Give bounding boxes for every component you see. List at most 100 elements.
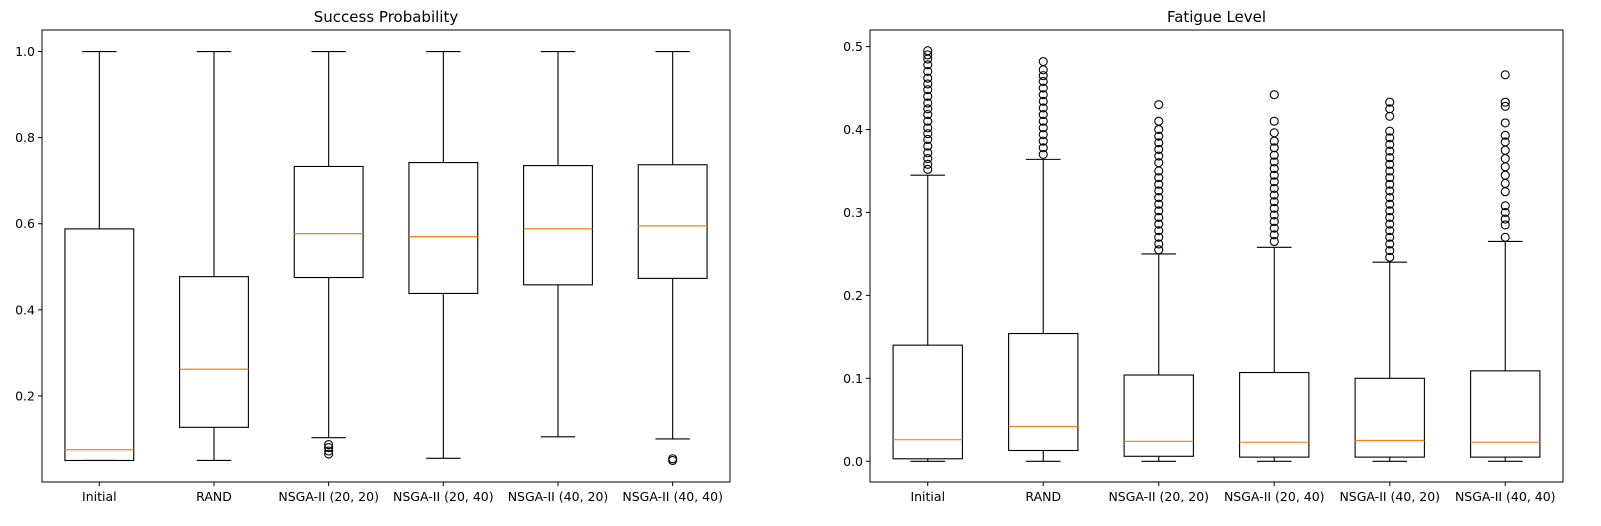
fatigue-outlier-point xyxy=(923,73,933,83)
fatigue-outlier-point xyxy=(1385,146,1395,156)
success-outlier-point xyxy=(324,439,334,450)
fatigue-outlier-point xyxy=(1038,129,1048,140)
fatigue-level-chart: Fatigue Level 0.0 0.1 0.2 0.3 0.4 0.5 Initial R… xyxy=(843,8,1564,504)
success-y-tick-label: 0.8 xyxy=(15,130,35,145)
fatigue-outlier-point xyxy=(1385,153,1395,163)
fatigue-outlier-point xyxy=(1500,220,1510,230)
fatigue-outlier-point xyxy=(1269,197,1279,207)
fatigue-outlier-point xyxy=(1385,133,1395,143)
success-probability-chart: Success Probability 0.2 0.4 0.6 0.8 1.0 Initi… xyxy=(15,8,731,504)
fatigue-outlier-point xyxy=(923,154,933,164)
fatigue-outlier-point xyxy=(1500,118,1510,128)
fatigue-x-tick-label: NSGA-II (20, 20) xyxy=(1108,489,1209,504)
fatigue-outlier-point xyxy=(1500,178,1510,188)
fatigue-outlier-point xyxy=(1154,219,1164,229)
fatigue-x-tick-label: Initial xyxy=(910,489,945,504)
fatigue-outlier-point xyxy=(1500,101,1510,111)
fatigue-outlier-point xyxy=(1500,145,1510,155)
fatigue-outlier-point xyxy=(1500,187,1510,197)
fatigue-level-title: Fatigue Level xyxy=(1167,8,1266,26)
fatigue-outlier-point xyxy=(1269,223,1279,233)
fatigue-outlier-point xyxy=(1038,123,1048,133)
success-y-tick-label: 0.6 xyxy=(15,216,35,231)
fatigue-outlier-point xyxy=(923,60,933,70)
success-x-tick-label: NSGA-II (20, 20) xyxy=(278,489,379,504)
fatigue-outlier-point xyxy=(923,50,933,60)
fatigue-outlier-point xyxy=(1154,212,1164,222)
fatigue-outlier-point xyxy=(1385,173,1395,183)
success-box xyxy=(408,162,479,295)
fatigue-outlier-point xyxy=(923,91,933,101)
fatigue-outlier-point xyxy=(1038,116,1048,126)
fatigue-outlier-point xyxy=(1154,192,1164,203)
fatigue-x-tick-label: RAND xyxy=(1025,489,1061,504)
fatigue-outlier-point xyxy=(1500,70,1510,80)
fatigue-outlier-point xyxy=(1154,116,1164,126)
fatigue-y-tick-label: 0.4 xyxy=(843,122,863,137)
fatigue-outlier-point xyxy=(923,164,933,174)
fatigue-outlier-point xyxy=(1154,199,1164,209)
fatigue-outlier-point xyxy=(1038,71,1048,81)
fatigue-y-tick-label: 0.0 xyxy=(843,454,863,469)
fatigue-outlier-point xyxy=(1154,144,1164,154)
fatigue-outlier-point xyxy=(1385,104,1395,114)
fatigue-outlier-point xyxy=(1269,90,1279,100)
fatigue-outlier-point xyxy=(1500,137,1510,147)
fatigue-outlier-point xyxy=(1385,232,1395,242)
success-box xyxy=(179,276,249,428)
success-x-tick-label: NSGA-II (40, 20) xyxy=(508,489,609,504)
fatigue-outlier-point xyxy=(923,129,933,139)
fatigue-outlier-point xyxy=(1385,239,1395,249)
fatigue-outlier-point xyxy=(1385,192,1395,203)
fatigue-outlier-point xyxy=(1500,201,1510,211)
fatigue-outlier-point xyxy=(1038,143,1048,153)
fatigue-outlier-point xyxy=(1500,207,1510,218)
fatigue-outlier-point xyxy=(923,79,933,89)
success-y-tick-label: 1.0 xyxy=(15,44,35,59)
fatigue-outlier-point xyxy=(1385,186,1395,196)
fatigue-outlier-point xyxy=(1269,210,1279,220)
success-outlier-point xyxy=(324,449,334,459)
fatigue-outlier-point xyxy=(1385,159,1395,169)
fatigue-outlier-point xyxy=(923,85,933,95)
success-outlier-point xyxy=(324,446,334,456)
fatigue-outlier-point xyxy=(1154,226,1164,236)
fatigue-y-tick-label: 0.2 xyxy=(843,288,863,303)
fatigue-x-tick-label: NSGA-II (20, 40) xyxy=(1224,489,1325,504)
fatigue-outlier-point xyxy=(1385,252,1395,262)
success-outlier-point xyxy=(324,443,334,453)
success-box xyxy=(523,165,593,286)
fatigue-outlier-point xyxy=(1269,170,1279,180)
fatigue-outlier-point xyxy=(1269,163,1279,174)
fatigue-outlier-point xyxy=(1385,179,1395,189)
fatigue-box xyxy=(1239,371,1310,458)
fatigue-outlier-point xyxy=(1500,232,1510,242)
fatigue-outlier-point xyxy=(1385,97,1395,107)
success-y-tick-label: 0.2 xyxy=(15,388,35,403)
fatigue-outlier-point xyxy=(1154,151,1164,161)
success-x-tick-label: Initial xyxy=(82,489,117,504)
fatigue-outlier-point xyxy=(1038,110,1048,120)
fatigue-outlier-point xyxy=(1269,236,1279,247)
success-box xyxy=(637,164,708,279)
fatigue-box xyxy=(1470,370,1541,458)
fatigue-outlier-point xyxy=(1269,230,1279,240)
fatigue-outlier-point xyxy=(1385,206,1395,216)
fatigue-x-tick-label: NSGA-II (40, 40) xyxy=(1455,489,1556,504)
fatigue-outlier-point xyxy=(1385,126,1395,136)
fatigue-outlier-point xyxy=(1154,138,1164,148)
fatigue-outlier-point xyxy=(923,159,933,169)
success-x-tick-label: NSGA-II (40, 40) xyxy=(622,489,723,504)
fatigue-outlier-point xyxy=(1154,186,1164,196)
fatigue-outlier-point xyxy=(1385,219,1395,229)
fatigue-outlier-point xyxy=(1385,166,1395,176)
fatigue-outlier-point xyxy=(1038,83,1048,93)
fatigue-outlier-point xyxy=(1038,136,1048,146)
fatigue-outlier-point xyxy=(1154,206,1164,216)
fatigue-outlier-point xyxy=(1269,217,1279,227)
fatigue-outlier-point xyxy=(1154,158,1164,168)
fatigue-outlier-point xyxy=(1154,245,1164,255)
fatigue-y-tick-label: 0.1 xyxy=(843,371,863,386)
fatigue-box xyxy=(1008,332,1079,452)
